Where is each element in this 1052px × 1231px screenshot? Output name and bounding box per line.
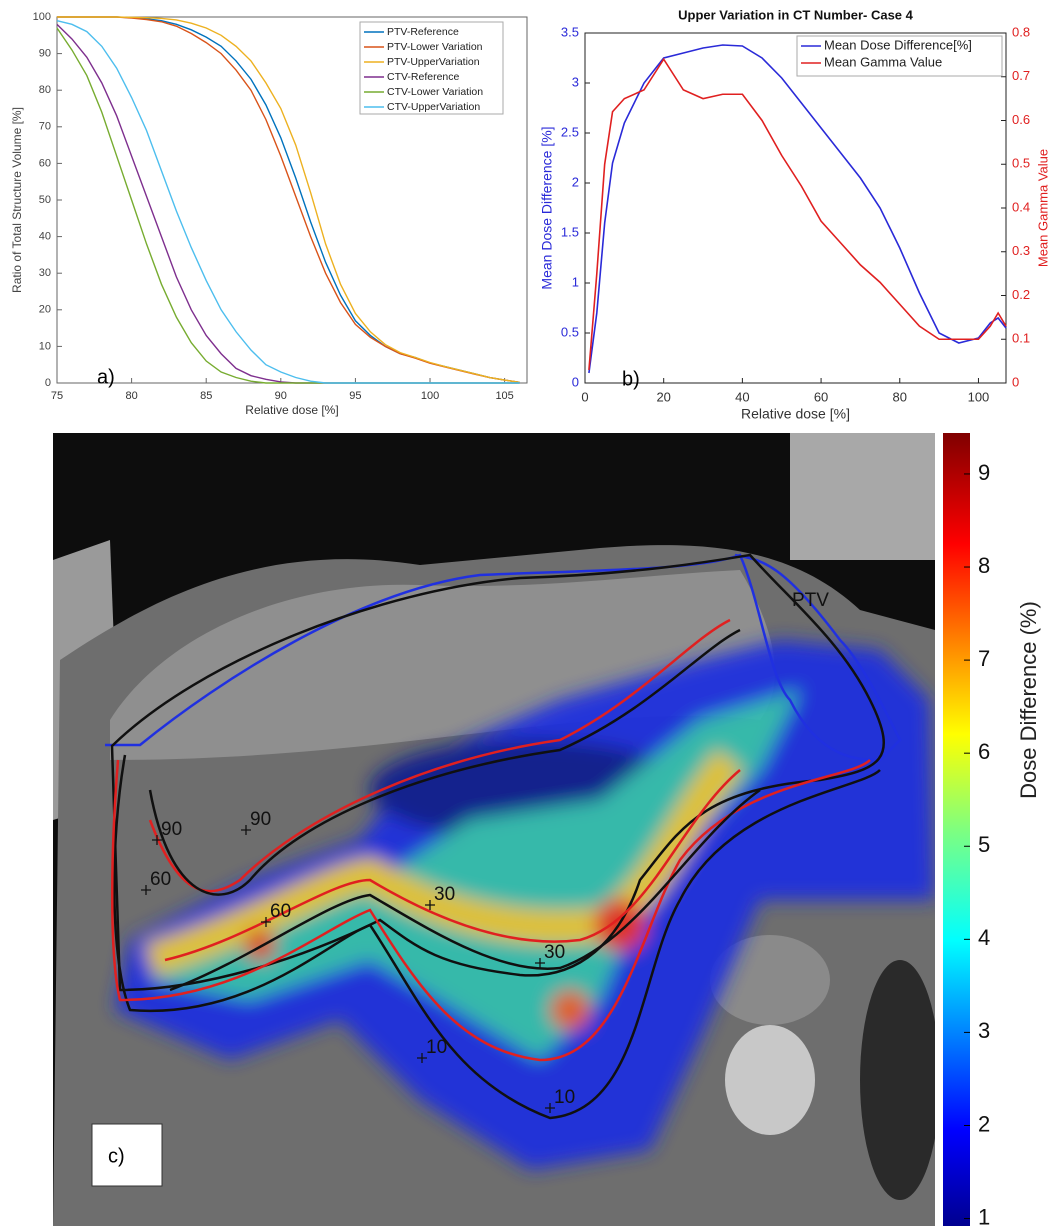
series-line — [588, 44, 1007, 374]
colorbar-tick-label: 9 — [978, 460, 990, 485]
y-tick-label: 2.5 — [561, 124, 579, 139]
y2-tick-label: 0.2 — [1012, 287, 1030, 302]
y2-tick-label: 0.6 — [1012, 112, 1030, 127]
x-tick-label: 95 — [349, 390, 361, 402]
x-tick-label: 90 — [275, 390, 287, 402]
panel-label: b) — [622, 368, 640, 390]
colorbar-tick-label: 6 — [978, 739, 990, 764]
y2-tick-label: 0 — [1012, 374, 1019, 389]
x-tick-label: 100 — [421, 390, 439, 402]
y-tick-label: 20 — [39, 304, 51, 316]
contour-marker — [241, 825, 251, 835]
y-tick-label: 2 — [572, 174, 579, 189]
legend-entry: CTV-Reference — [387, 71, 460, 83]
x-axis-label: Relative dose [%] — [245, 403, 338, 417]
y2-tick-label: 0.4 — [1012, 199, 1030, 214]
legend-entry: PTV-Reference — [387, 26, 459, 38]
contour-label: 10 — [554, 1087, 575, 1108]
plot-area — [584, 32, 1007, 384]
colorbar-label: Dose Difference (%) — [1016, 601, 1041, 799]
panel-label: c) — [108, 1145, 125, 1167]
y-tick-label: 80 — [39, 84, 51, 96]
panel-label: a) — [97, 366, 115, 388]
y-tick-label: 3.5 — [561, 24, 579, 39]
y-tick-label: 1.5 — [561, 224, 579, 239]
y-tick-label: 0 — [572, 374, 579, 389]
contour-marker — [545, 1103, 555, 1113]
colorbar-tick-label: 1 — [978, 1204, 990, 1226]
colorbar-tick-label: 4 — [978, 925, 990, 950]
contour-marker — [152, 835, 162, 845]
y-tick-label: 60 — [39, 157, 51, 169]
ct-image — [53, 433, 935, 1226]
colorbar-tick-label: 5 — [978, 832, 990, 857]
y-tick-label: 90 — [39, 48, 51, 60]
x-tick-label: 100 — [968, 389, 990, 404]
legend-entry: Mean Gamma Value — [824, 54, 942, 69]
y2-tick-label: 0.5 — [1012, 156, 1030, 171]
x-axis-label: Relative dose [%] — [741, 406, 850, 422]
y-tick-label: 70 — [39, 121, 51, 133]
y-tick-label: 30 — [39, 267, 51, 279]
y2-tick-label: 0.7 — [1012, 68, 1030, 83]
y2-tick-label: 0.8 — [1012, 24, 1030, 39]
y-tick-label: 1 — [572, 274, 579, 289]
y-tick-label: 0.5 — [561, 324, 579, 339]
contour-label: 60 — [270, 901, 291, 922]
series-line — [57, 16, 520, 383]
contour-label: 90 — [250, 809, 271, 830]
y2-tick-label: 0.3 — [1012, 243, 1030, 258]
contour-marker — [535, 958, 545, 968]
colorbar-tick-label: 3 — [978, 1018, 990, 1043]
x-tick-label: 60 — [814, 389, 828, 404]
contour-marker — [261, 917, 271, 927]
series-line — [56, 19, 520, 384]
x-tick-label: 75 — [51, 390, 63, 402]
colorbar-tick-label: 7 — [978, 646, 990, 671]
x-tick-label: 80 — [893, 389, 907, 404]
legend-entry: CTV-UpperVariation — [387, 101, 480, 113]
contour-label: 60 — [150, 869, 171, 890]
legend-entry: Mean Dose Difference[%] — [824, 37, 972, 52]
y2-tick-label: 0.1 — [1012, 331, 1030, 346]
x-tick-label: 85 — [200, 390, 212, 402]
y2-axis-label: Mean Gamma Value — [1035, 149, 1050, 267]
contour-label: 10 — [426, 1037, 447, 1058]
y-tick-label: 3 — [572, 74, 579, 89]
structure-label: PTV — [792, 590, 829, 611]
x-tick-label: 0 — [581, 389, 588, 404]
x-tick-label: 80 — [125, 390, 137, 402]
x-tick-label: 105 — [495, 390, 513, 402]
contour-label: 90 — [161, 819, 182, 840]
y-tick-label: 0 — [45, 377, 51, 389]
colorbar-tick-label: 2 — [978, 1111, 990, 1136]
contour-label: 30 — [544, 942, 565, 963]
colorbar-tick-label: 8 — [978, 553, 990, 578]
contour-marker — [417, 1053, 427, 1063]
legend-entry: CTV-Lower Variation — [387, 86, 483, 98]
contour-marker — [141, 885, 151, 895]
y-tick-label: 10 — [39, 340, 51, 352]
legend-box — [359, 21, 504, 115]
x-tick-label: 40 — [735, 389, 749, 404]
chart-title: Upper Variation in CT Number- Case 4 — [678, 7, 914, 22]
colorbar — [943, 433, 970, 1226]
legend-box — [796, 35, 1003, 77]
y-axis-label: Ratio of Total Structure Volume [%] — [10, 107, 24, 293]
x-tick-label: 20 — [656, 389, 670, 404]
series-line — [588, 57, 1007, 370]
legend-entry: PTV-Lower Variation — [387, 41, 483, 53]
contour-marker — [425, 900, 435, 910]
y-tick-label: 50 — [39, 194, 51, 206]
y-axis-label: Mean Dose Difference [%] — [539, 126, 555, 289]
y-tick-label: 40 — [39, 231, 51, 243]
contour-label: 30 — [434, 884, 455, 905]
y-tick-label: 100 — [33, 11, 51, 23]
legend-entry: PTV-UpperVariation — [387, 56, 480, 68]
